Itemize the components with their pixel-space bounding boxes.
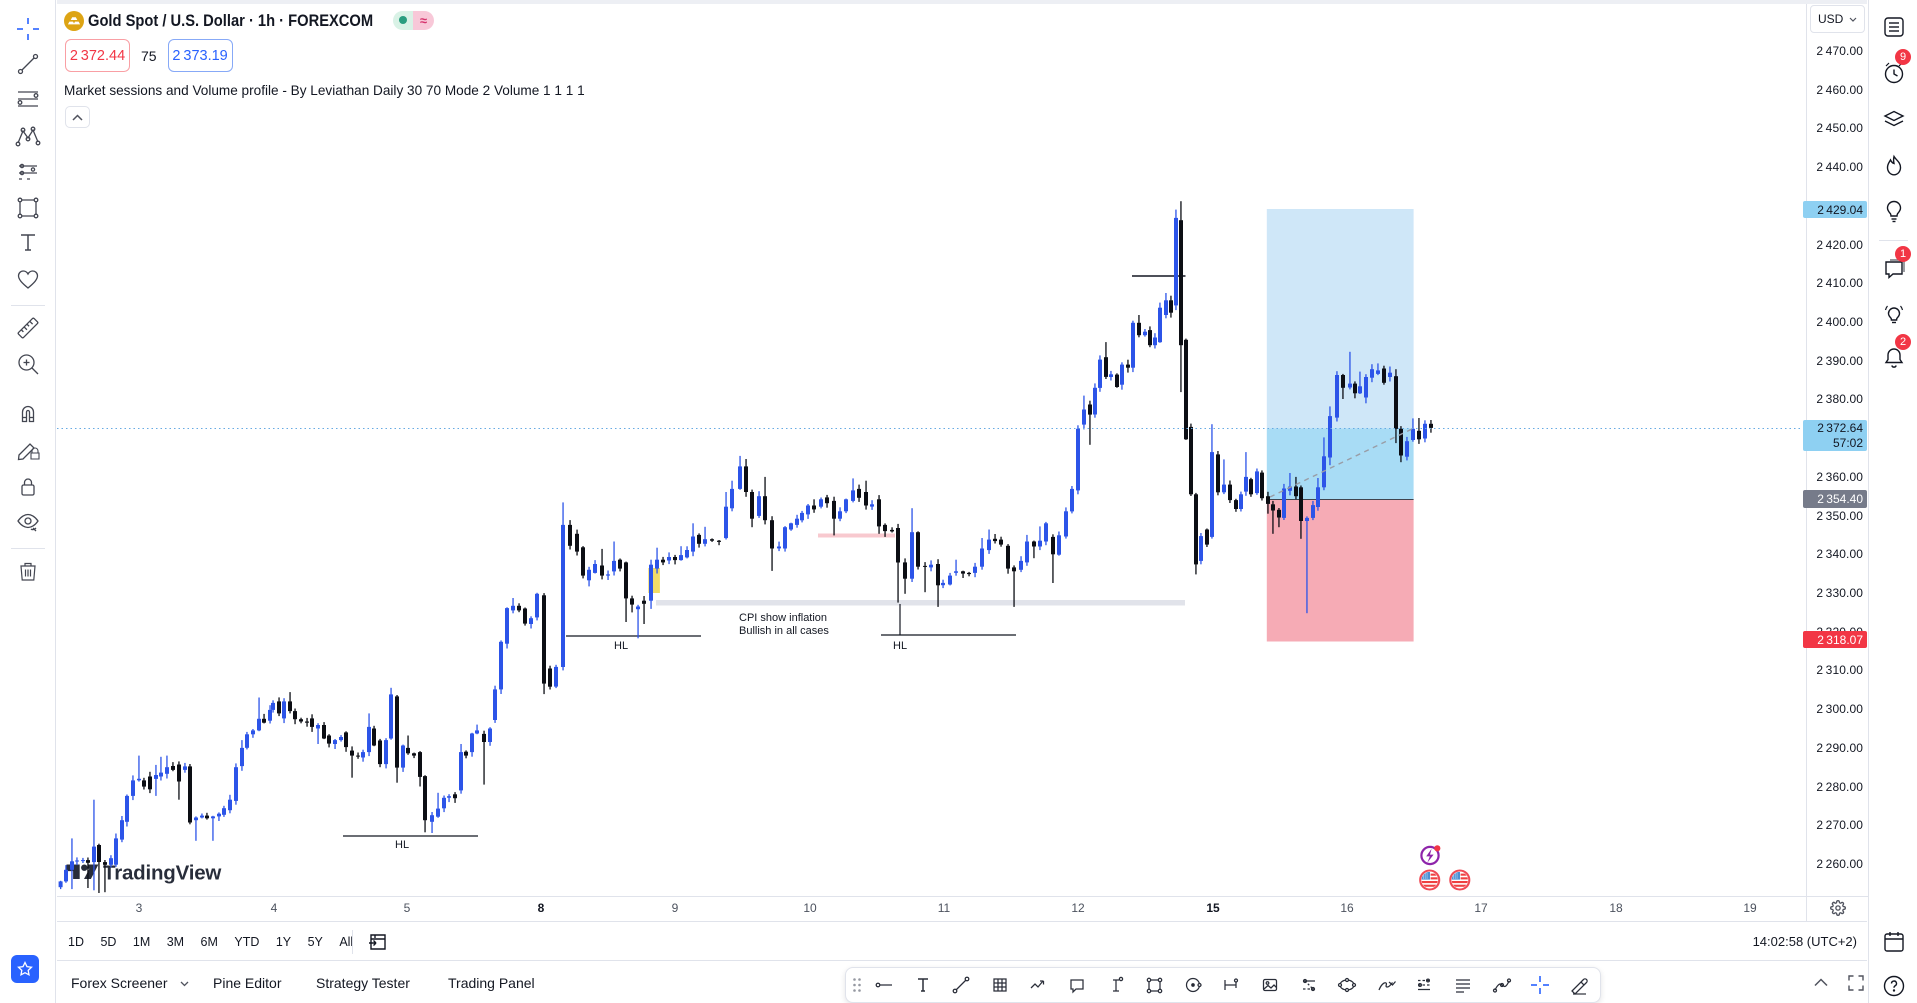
svg-text:TradingView: TradingView bbox=[103, 862, 221, 885]
svg-text:Bullish in all cases: Bullish in all cases bbox=[739, 625, 829, 637]
svg-text:HL: HL bbox=[893, 640, 907, 652]
svg-text:HL: HL bbox=[395, 839, 409, 851]
svg-text:HL: HL bbox=[614, 640, 628, 652]
svg-text:CPI show inflation: CPI show inflation bbox=[739, 612, 827, 624]
